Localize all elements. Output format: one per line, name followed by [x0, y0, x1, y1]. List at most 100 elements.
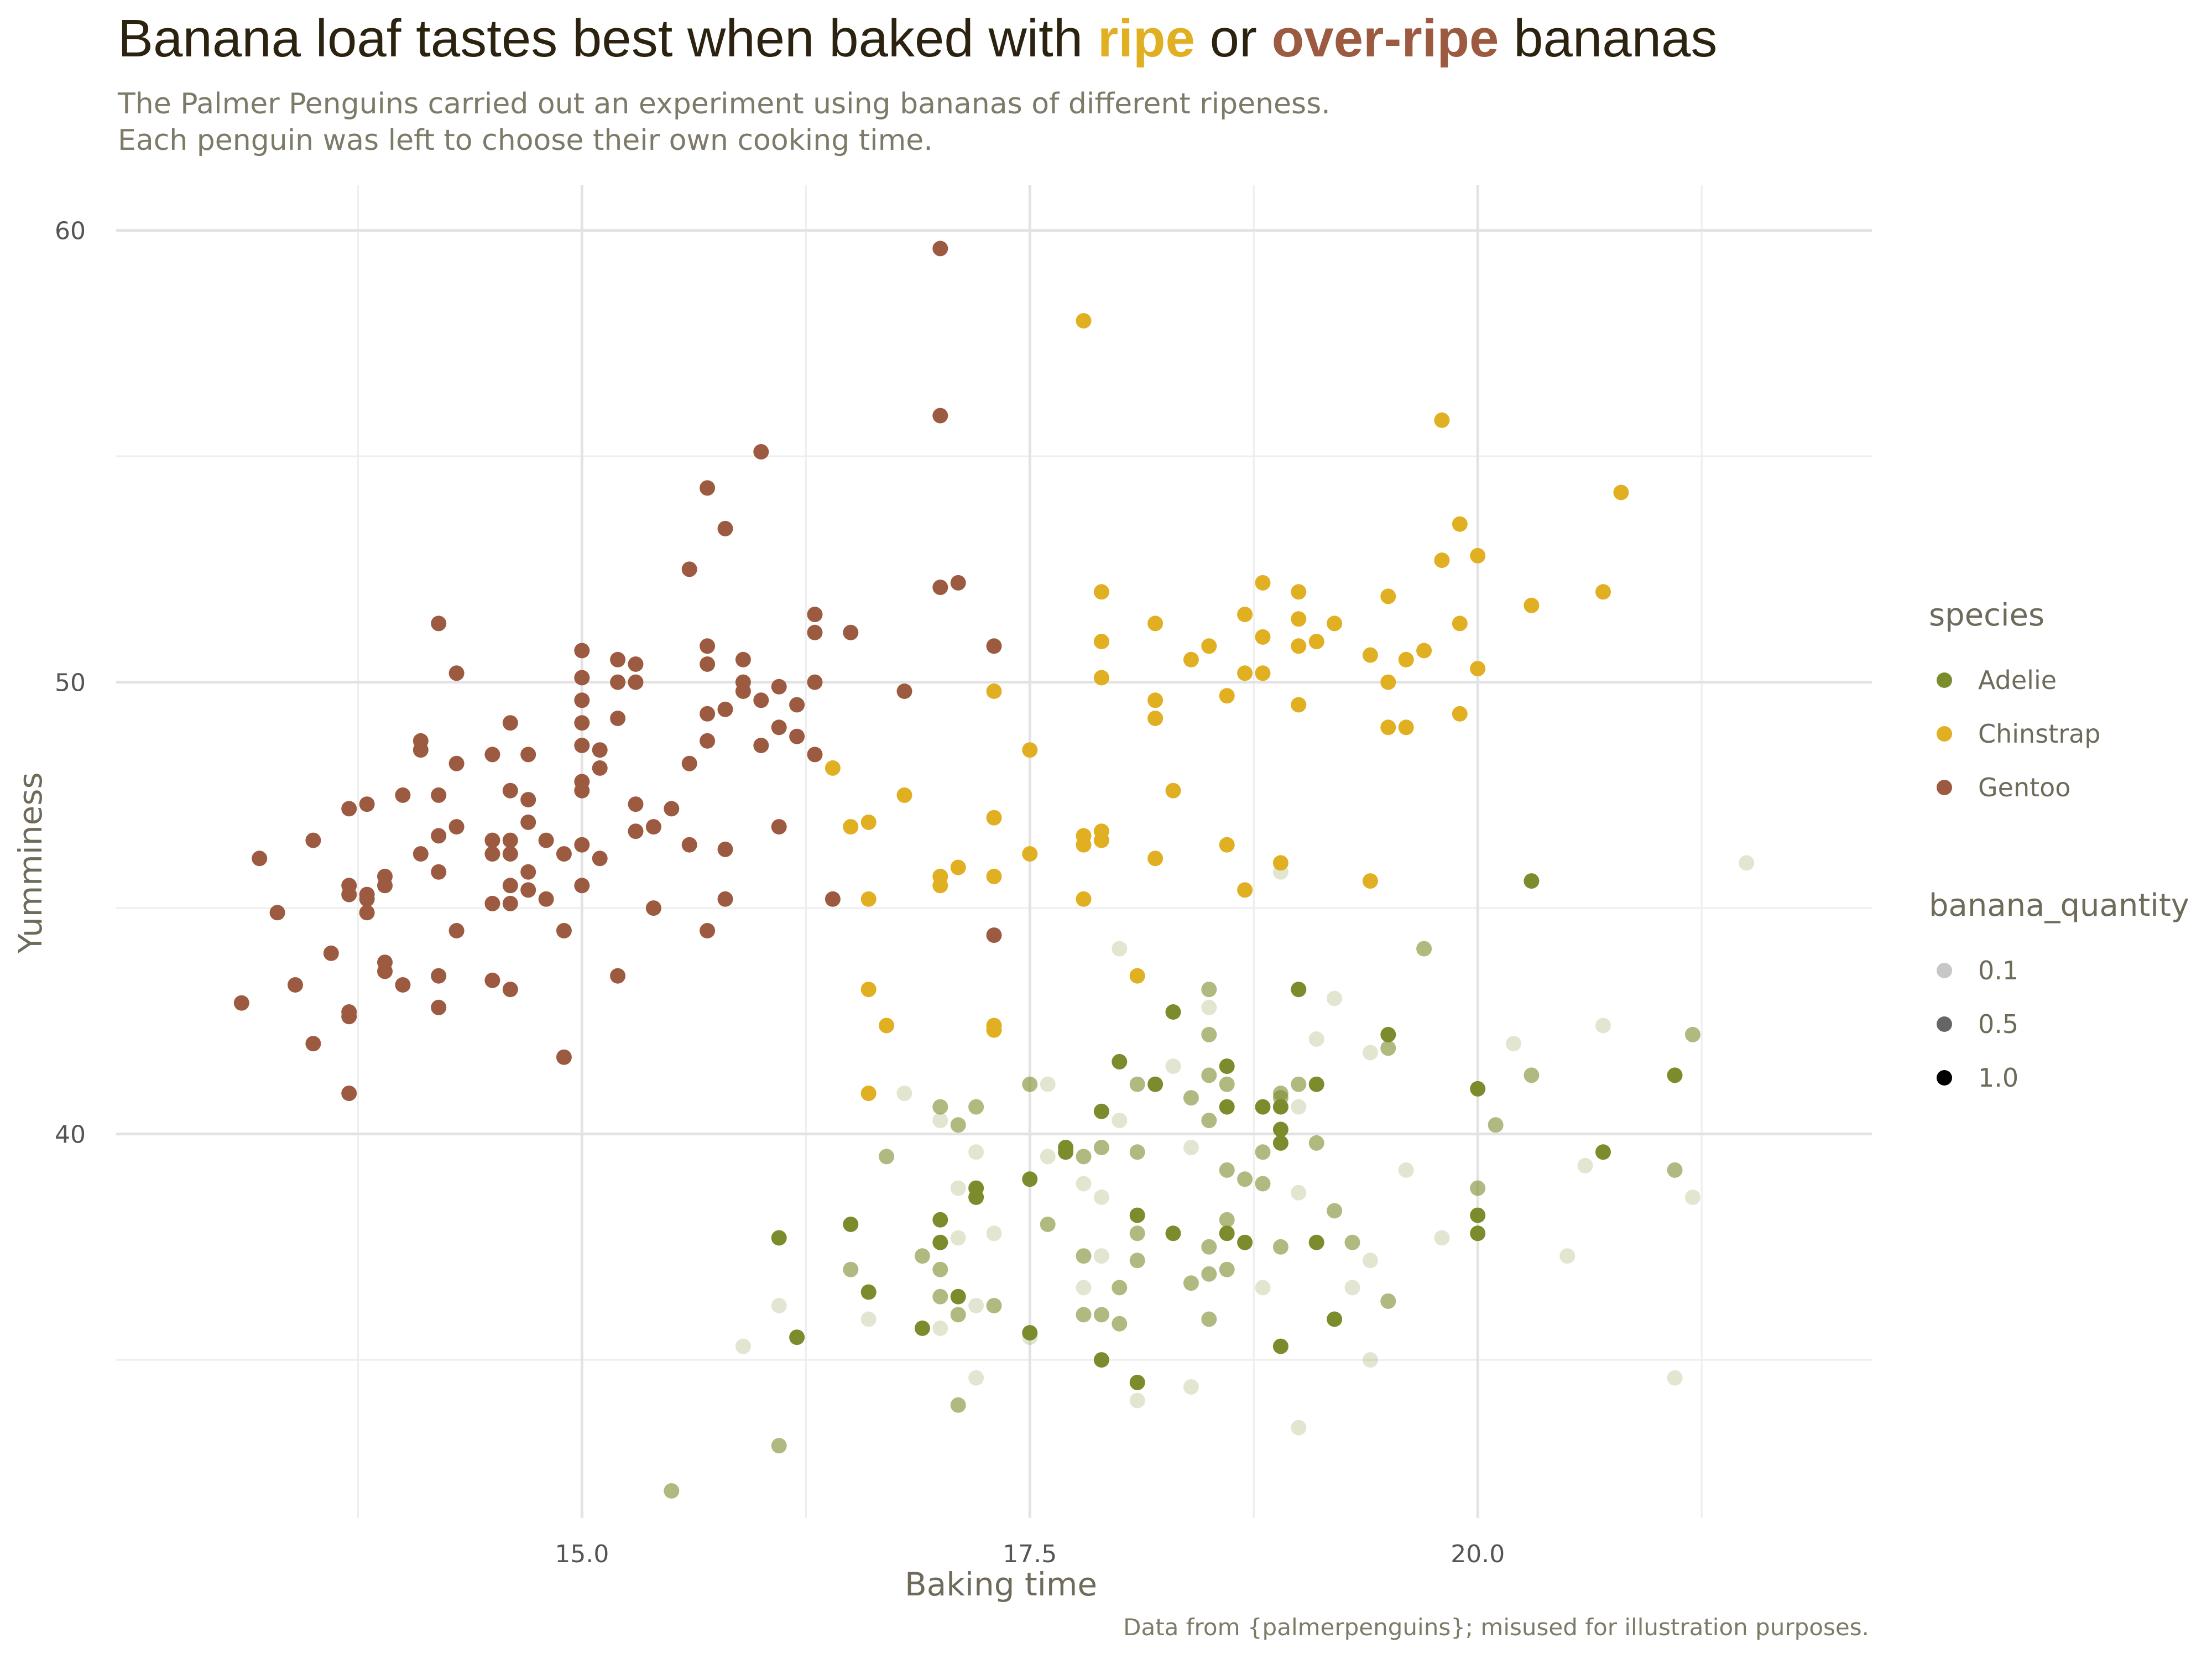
point-adelie — [968, 1190, 984, 1205]
point-adelie — [1488, 1117, 1504, 1133]
point-gentoo — [538, 832, 554, 848]
point-gentoo — [448, 665, 465, 681]
point-gentoo — [807, 747, 823, 763]
point-adelie — [664, 1483, 680, 1499]
point-chinstrap — [1076, 837, 1092, 853]
point-chinstrap — [860, 814, 877, 830]
point-gentoo — [735, 651, 751, 667]
point-chinstrap — [1147, 615, 1164, 632]
point-chinstrap — [1291, 638, 1307, 654]
point-gentoo — [448, 923, 465, 938]
point-gentoo — [484, 747, 500, 763]
point-gentoo — [341, 1009, 357, 1025]
point-adelie — [1362, 1253, 1378, 1269]
point-adelie — [843, 1217, 859, 1232]
point-chinstrap — [932, 878, 948, 894]
grid — [116, 185, 1872, 1518]
point-gentoo — [359, 886, 375, 902]
point-adelie — [950, 1180, 966, 1196]
title-suffix: bananas — [1499, 9, 1718, 68]
point-gentoo — [700, 656, 716, 672]
point-chinstrap — [1380, 719, 1396, 735]
point-adelie — [1416, 941, 1432, 957]
legend-label: Gentoo — [1978, 773, 2071, 802]
title-ripe: ripe — [1097, 9, 1195, 68]
point-adelie — [1398, 1162, 1414, 1178]
point-gentoo — [807, 607, 823, 623]
point-gentoo — [681, 755, 697, 771]
point-chinstrap — [1272, 855, 1288, 871]
point-gentoo — [341, 1086, 357, 1102]
point-gentoo — [431, 999, 447, 1015]
point-gentoo — [592, 742, 608, 758]
point-adelie — [1201, 1067, 1217, 1083]
point-adelie — [1183, 1379, 1199, 1395]
point-chinstrap — [1093, 584, 1109, 600]
point-adelie — [1219, 1058, 1235, 1074]
point-gentoo — [610, 711, 626, 726]
x-tick-label: 20.0 — [1451, 1540, 1505, 1568]
point-adelie — [1093, 1190, 1109, 1205]
legend-quantity-title: banana_quantity — [1929, 888, 2189, 924]
point-gentoo — [628, 656, 644, 672]
point-adelie — [860, 1311, 877, 1327]
point-gentoo — [377, 878, 393, 894]
point-gentoo — [252, 851, 268, 867]
point-chinstrap — [1201, 638, 1217, 654]
point-gentoo — [556, 1049, 572, 1065]
point-gentoo — [359, 905, 375, 921]
point-chinstrap — [1291, 611, 1307, 627]
point-gentoo — [681, 837, 697, 853]
point-gentoo — [574, 715, 590, 731]
point-chinstrap — [950, 859, 966, 875]
point-chinstrap — [1434, 552, 1450, 568]
axis-ticks: 15.0 17.5 20.0 40 50 60 — [55, 217, 1505, 1568]
point-adelie — [1291, 982, 1307, 998]
point-chinstrap — [860, 891, 877, 907]
legend-item-chinstrap: Chinstrap — [1937, 712, 2101, 756]
legend-item-adelie: Adelie — [1937, 658, 2057, 702]
point-adelie — [1595, 1144, 1611, 1160]
point-adelie — [1201, 1113, 1217, 1129]
point-adelie — [1237, 1171, 1253, 1187]
point-gentoo — [520, 882, 536, 898]
point-gentoo — [771, 679, 787, 695]
point-adelie — [1291, 1076, 1307, 1092]
point-gentoo — [717, 520, 733, 536]
point-chinstrap — [1308, 634, 1324, 650]
point-gentoo — [484, 895, 500, 911]
point-chinstrap — [1219, 688, 1235, 704]
point-chinstrap — [1362, 647, 1378, 663]
point-gentoo — [574, 738, 590, 753]
point-adelie — [1129, 1392, 1145, 1408]
point-adelie — [1093, 1248, 1109, 1264]
point-adelie — [1129, 1374, 1145, 1390]
point-adelie — [1058, 1140, 1074, 1156]
point-adelie — [1470, 1225, 1486, 1241]
point-adelie — [1219, 1212, 1235, 1228]
point-adelie — [986, 1225, 1002, 1241]
point-gentoo — [753, 738, 769, 753]
point-adelie — [1129, 1253, 1145, 1269]
point-gentoo — [574, 782, 590, 799]
point-gentoo — [431, 828, 447, 844]
point-adelie — [1040, 1217, 1056, 1232]
point-adelie — [1076, 1307, 1092, 1323]
point-adelie — [1076, 1280, 1092, 1296]
point-gentoo — [628, 674, 644, 690]
point-chinstrap — [1165, 782, 1181, 799]
point-adelie — [932, 1261, 948, 1277]
point-gentoo — [771, 719, 787, 735]
point-gentoo — [574, 692, 590, 708]
point-gentoo — [269, 905, 285, 921]
legend-item-quantity: 0.1 — [1937, 948, 2018, 993]
point-adelie — [950, 1288, 966, 1305]
point-adelie — [896, 1086, 912, 1102]
point-chinstrap — [896, 787, 912, 803]
point-adelie — [1308, 1076, 1324, 1092]
point-gentoo — [341, 886, 357, 902]
point-chinstrap — [986, 868, 1002, 884]
point-adelie — [950, 1117, 966, 1133]
point-adelie — [1201, 999, 1217, 1015]
point-adelie — [1129, 1144, 1145, 1160]
